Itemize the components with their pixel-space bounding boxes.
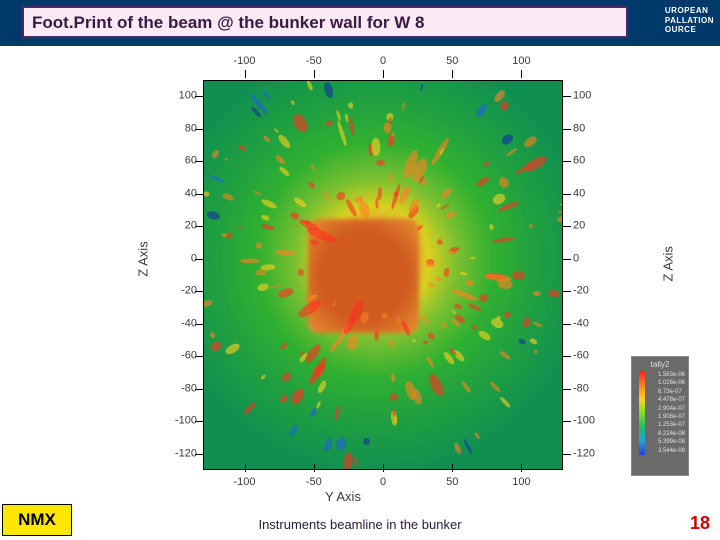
nmx-text: NMX (18, 510, 56, 530)
x-tick-label: 100 (512, 56, 530, 67)
slide-title: Foot.Print of the beam @ the bunker wall… (32, 14, 425, 31)
legend-gradient-bar (639, 371, 645, 455)
y-tick-label-right: -100 (573, 416, 595, 427)
logo-line: OURCE (665, 25, 714, 35)
x-tick-label: -50 (306, 56, 322, 67)
legend-value: 3.544e-08 (658, 447, 685, 455)
y-tick-label-right: -20 (573, 286, 589, 297)
y-axis-label-bottom: Y Axis (325, 489, 361, 504)
x-tick-label: 50 (446, 56, 458, 67)
slide-title-box: Foot.Print of the beam @ the bunker wall… (22, 6, 628, 38)
legend-value: 8.224e-08 (658, 430, 685, 438)
logo-line: UROPEAN (665, 6, 714, 16)
legend-labels: 1.563e-061.026e-066.73e-074.478e-072.904… (658, 371, 685, 455)
logo-line: PALLATION (665, 16, 714, 26)
y-tick-label-right: -40 (573, 318, 589, 329)
legend-value: 1.908e-07 (658, 413, 685, 421)
y-tick-label-right: -120 (573, 448, 595, 459)
x-tick-label: -100 (234, 477, 256, 488)
legend-value: 5.399e-08 (658, 438, 685, 446)
color-legend: tally2 1.563e-061.026e-066.73e-074.478e-… (631, 356, 689, 476)
x-tick-label: 0 (380, 477, 386, 488)
nmx-badge: NMX (2, 504, 72, 536)
footer-caption: Instruments beamline in the bunker (258, 517, 461, 532)
legend-value: 1.563e-06 (658, 371, 685, 379)
x-tick-label: -100 (234, 56, 256, 67)
ess-logo-text: UROPEAN PALLATION OURCE (665, 6, 714, 35)
y-tick-label-right: -80 (573, 383, 589, 394)
y-tick-label-left: -120 (175, 448, 197, 459)
y-tick-label-right: 80 (573, 123, 585, 134)
legend-title: tally2 (635, 360, 685, 369)
y-tick-label-right: 60 (573, 156, 585, 167)
y-tick-label-right: 0 (573, 253, 579, 264)
legend-value: 1.253e-07 (658, 421, 685, 429)
y-tick-label-right: 100 (573, 91, 591, 102)
y-tick-label-right: -60 (573, 351, 589, 362)
legend-value: 1.026e-06 (658, 379, 685, 387)
page-number: 18 (690, 513, 710, 534)
legend-value: 2.904e-07 (658, 405, 685, 413)
legend-value: 6.73e-07 (658, 388, 685, 396)
heatmap-plot: Z Axis Z Axis Y Axis -100-100-50-5000505… (68, 50, 618, 502)
y-tick-label-right: 40 (573, 188, 585, 199)
x-tick-label: 0 (380, 56, 386, 67)
heatmap-frame (203, 80, 563, 470)
x-tick-label: -50 (306, 477, 322, 488)
legend-value: 4.478e-07 (658, 396, 685, 404)
x-tick-label: 50 (446, 477, 458, 488)
x-tick-label: 100 (512, 477, 530, 488)
z-axis-label-right: Z Axis (661, 236, 676, 281)
y-tick-label-right: 20 (573, 221, 585, 232)
y-tick-label-left: -100 (175, 416, 197, 427)
z-axis-label-left: Z Axis (136, 241, 151, 276)
